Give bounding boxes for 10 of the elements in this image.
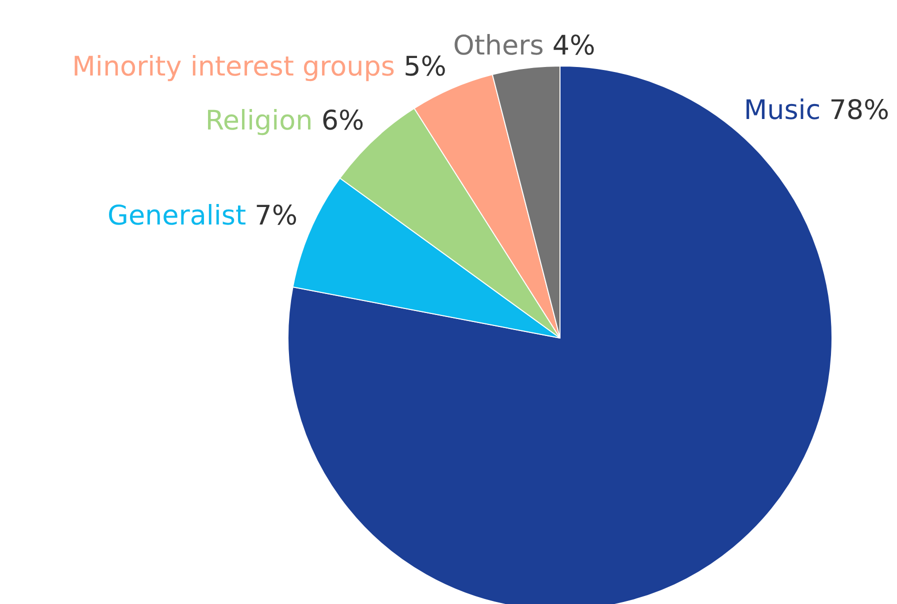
data-label: 5% — [394, 52, 446, 83]
slice-label: Music — [744, 94, 821, 126]
data-label: 4% — [544, 30, 596, 62]
data-label: 78% — [820, 94, 890, 126]
slice-label: Religion — [205, 106, 313, 137]
data-label: 6% — [312, 106, 364, 137]
slice-label: Generalist — [108, 200, 246, 232]
slice-label: Minority interest groups — [72, 52, 395, 83]
slice-label: Others — [453, 30, 544, 62]
data-label: 7% — [246, 200, 298, 232]
